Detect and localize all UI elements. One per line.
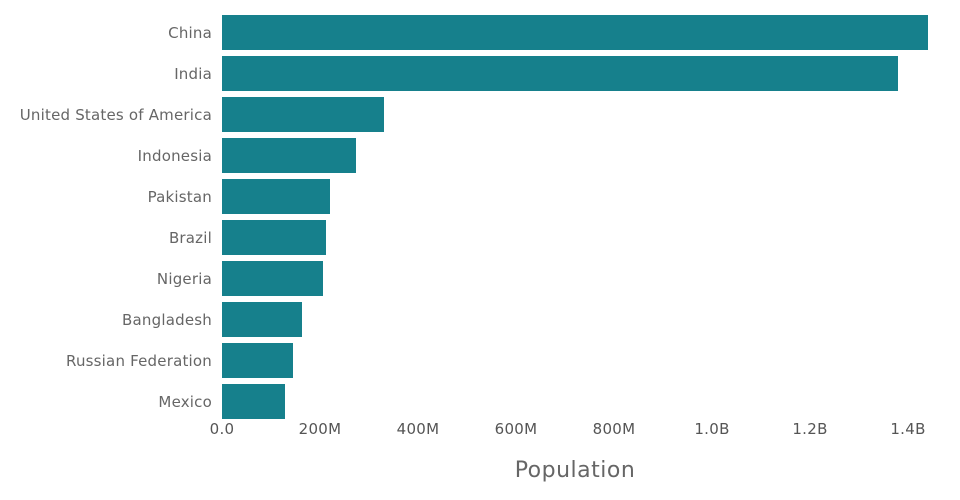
category-label: China	[168, 23, 212, 42]
x-tick-label: 600M	[494, 420, 538, 438]
bar	[222, 15, 928, 50]
bar-row: Mexico	[0, 381, 928, 422]
category-label: Mexico	[158, 392, 212, 411]
bar	[222, 302, 302, 337]
x-tick-label: 1.4B	[890, 420, 926, 438]
category-label: Brazil	[168, 228, 212, 247]
bar-row: United States of America	[0, 94, 928, 135]
x-tick-label: 1.0B	[694, 420, 730, 438]
bar-row: India	[0, 53, 928, 94]
bar-row: China	[0, 12, 928, 53]
x-tick-label: 800M	[592, 420, 636, 438]
bar-row: Indonesia	[0, 135, 928, 176]
bar	[222, 56, 898, 91]
category-label: Nigeria	[156, 269, 212, 288]
bar	[222, 384, 285, 419]
bar	[222, 220, 326, 255]
category-label: Bangladesh	[122, 310, 212, 329]
category-label: Russian Federation	[66, 351, 212, 370]
x-tick-label: 200M	[298, 420, 342, 438]
category-label: Indonesia	[137, 146, 212, 165]
x-axis: 0.0 200M 400M 600M 800M 1.0B 1.2B 1.4B	[0, 420, 960, 442]
bar-row: Nigeria	[0, 258, 928, 299]
bar-row: Russian Federation	[0, 340, 928, 381]
x-tick-label: 400M	[396, 420, 440, 438]
bar	[222, 179, 330, 214]
bar-row: Pakistan	[0, 176, 928, 217]
bar	[222, 138, 356, 173]
bar	[222, 343, 293, 378]
bar	[222, 97, 384, 132]
category-label: Pakistan	[147, 187, 212, 206]
category-label: India	[174, 64, 212, 83]
bar-row: Bangladesh	[0, 299, 928, 340]
x-tick-label: 0.0	[209, 420, 235, 438]
x-axis-title: Population	[514, 458, 636, 483]
x-tick-label: 1.2B	[792, 420, 828, 438]
bar-row: Brazil	[0, 217, 928, 258]
bar	[222, 261, 323, 296]
plot-area: China India United States of America Indone…	[0, 12, 928, 422]
category-label: United States of America	[19, 105, 212, 124]
